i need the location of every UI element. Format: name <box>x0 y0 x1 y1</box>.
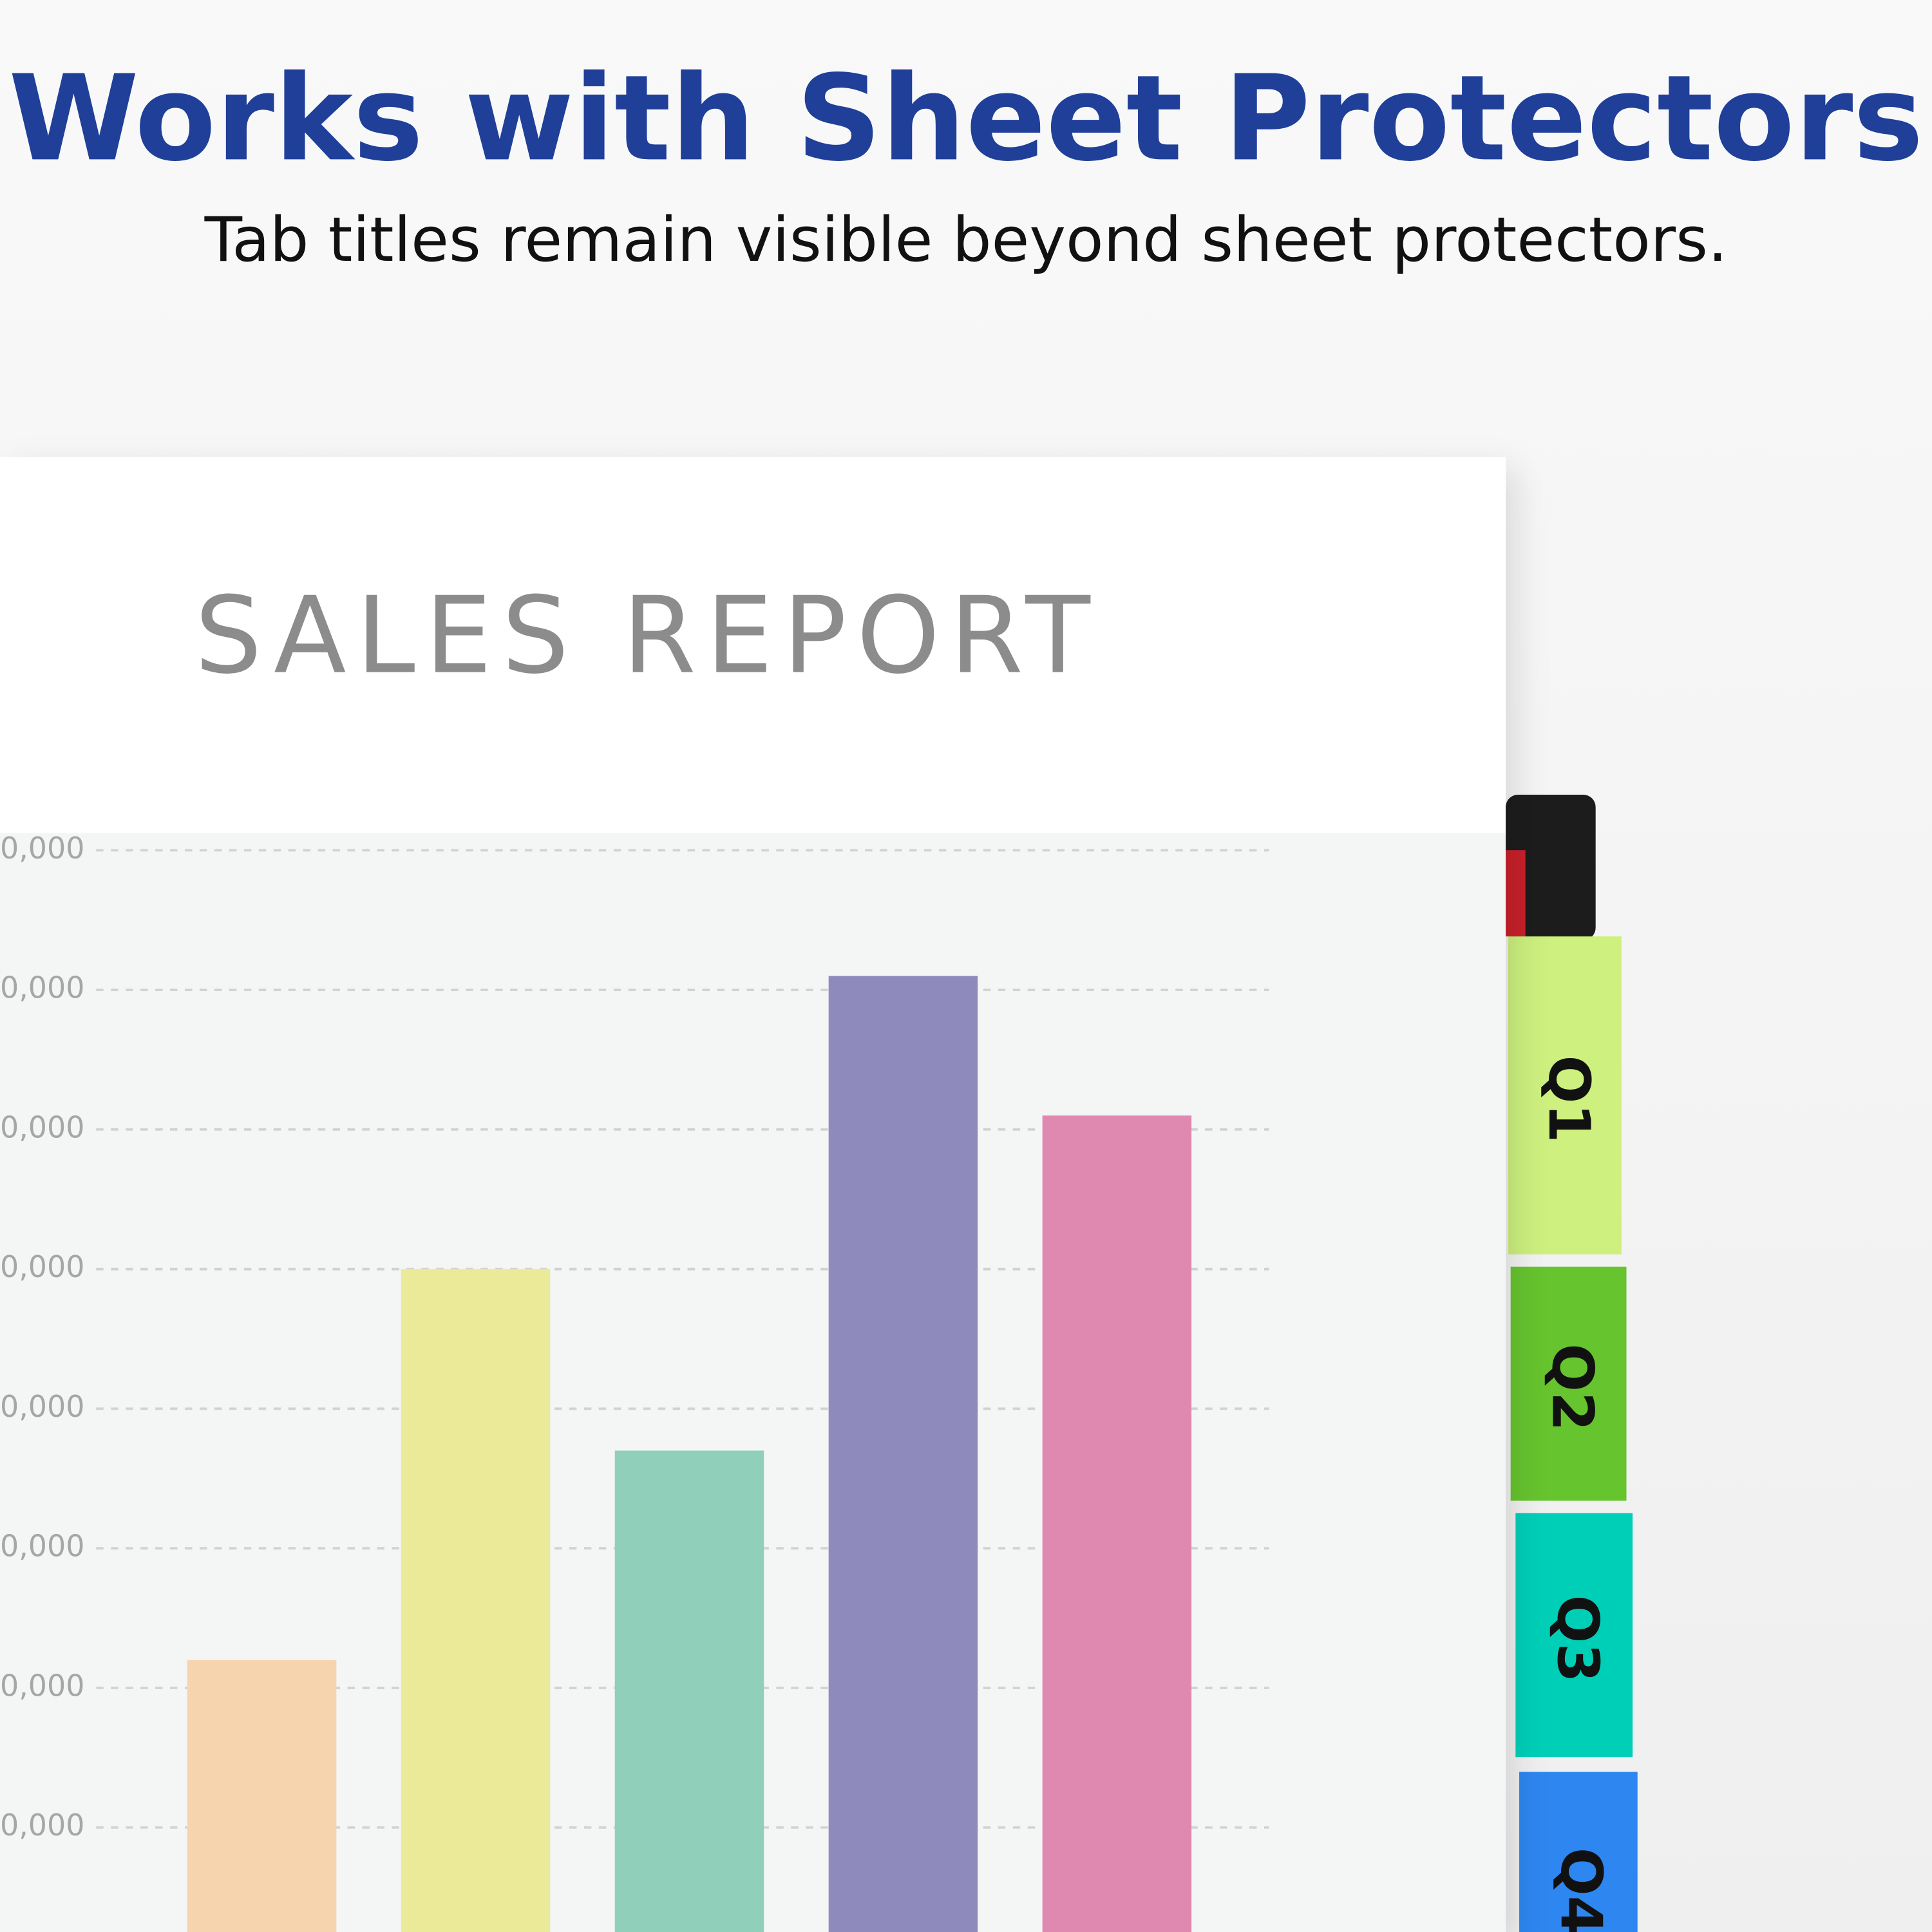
tab-label: Q3 <box>1544 1595 1611 1683</box>
y-tick-label: 0,000 <box>0 1110 84 1144</box>
tab <box>1510 1266 1627 1501</box>
y-tick-label: 0,000 <box>0 1529 84 1564</box>
tab-black <box>1506 795 1596 940</box>
report-title: SALES REPORT <box>194 574 1100 697</box>
y-tick-label: 0,000 <box>0 831 84 866</box>
y-tick-label: 0,000 <box>0 1389 84 1424</box>
y-tick-label: 0,000 <box>0 971 84 1005</box>
tab-label: Q2 <box>1540 1343 1606 1431</box>
tab-red <box>1506 850 1526 937</box>
subheadline: Tab titles remain visible beyond sheet p… <box>204 204 1728 276</box>
y-tick-label: 0,000 <box>0 1808 84 1842</box>
bar <box>187 1660 337 1932</box>
bar <box>1042 1115 1192 1932</box>
y-tick-label: 0,000 <box>0 1249 84 1284</box>
y-tick-label: 0,000 <box>0 1668 84 1703</box>
tab <box>1508 936 1622 1255</box>
tab-label: Q4 <box>1548 1848 1615 1932</box>
headline: Works with Sheet Protectors <box>8 50 1924 187</box>
divider-tabs <box>1506 795 1638 1932</box>
bar <box>614 1450 764 1932</box>
tab <box>1519 1772 1638 1932</box>
bar <box>828 976 978 1932</box>
bar <box>401 1269 551 1932</box>
tab-label: Q1 <box>1536 1056 1602 1143</box>
tab <box>1515 1513 1633 1757</box>
